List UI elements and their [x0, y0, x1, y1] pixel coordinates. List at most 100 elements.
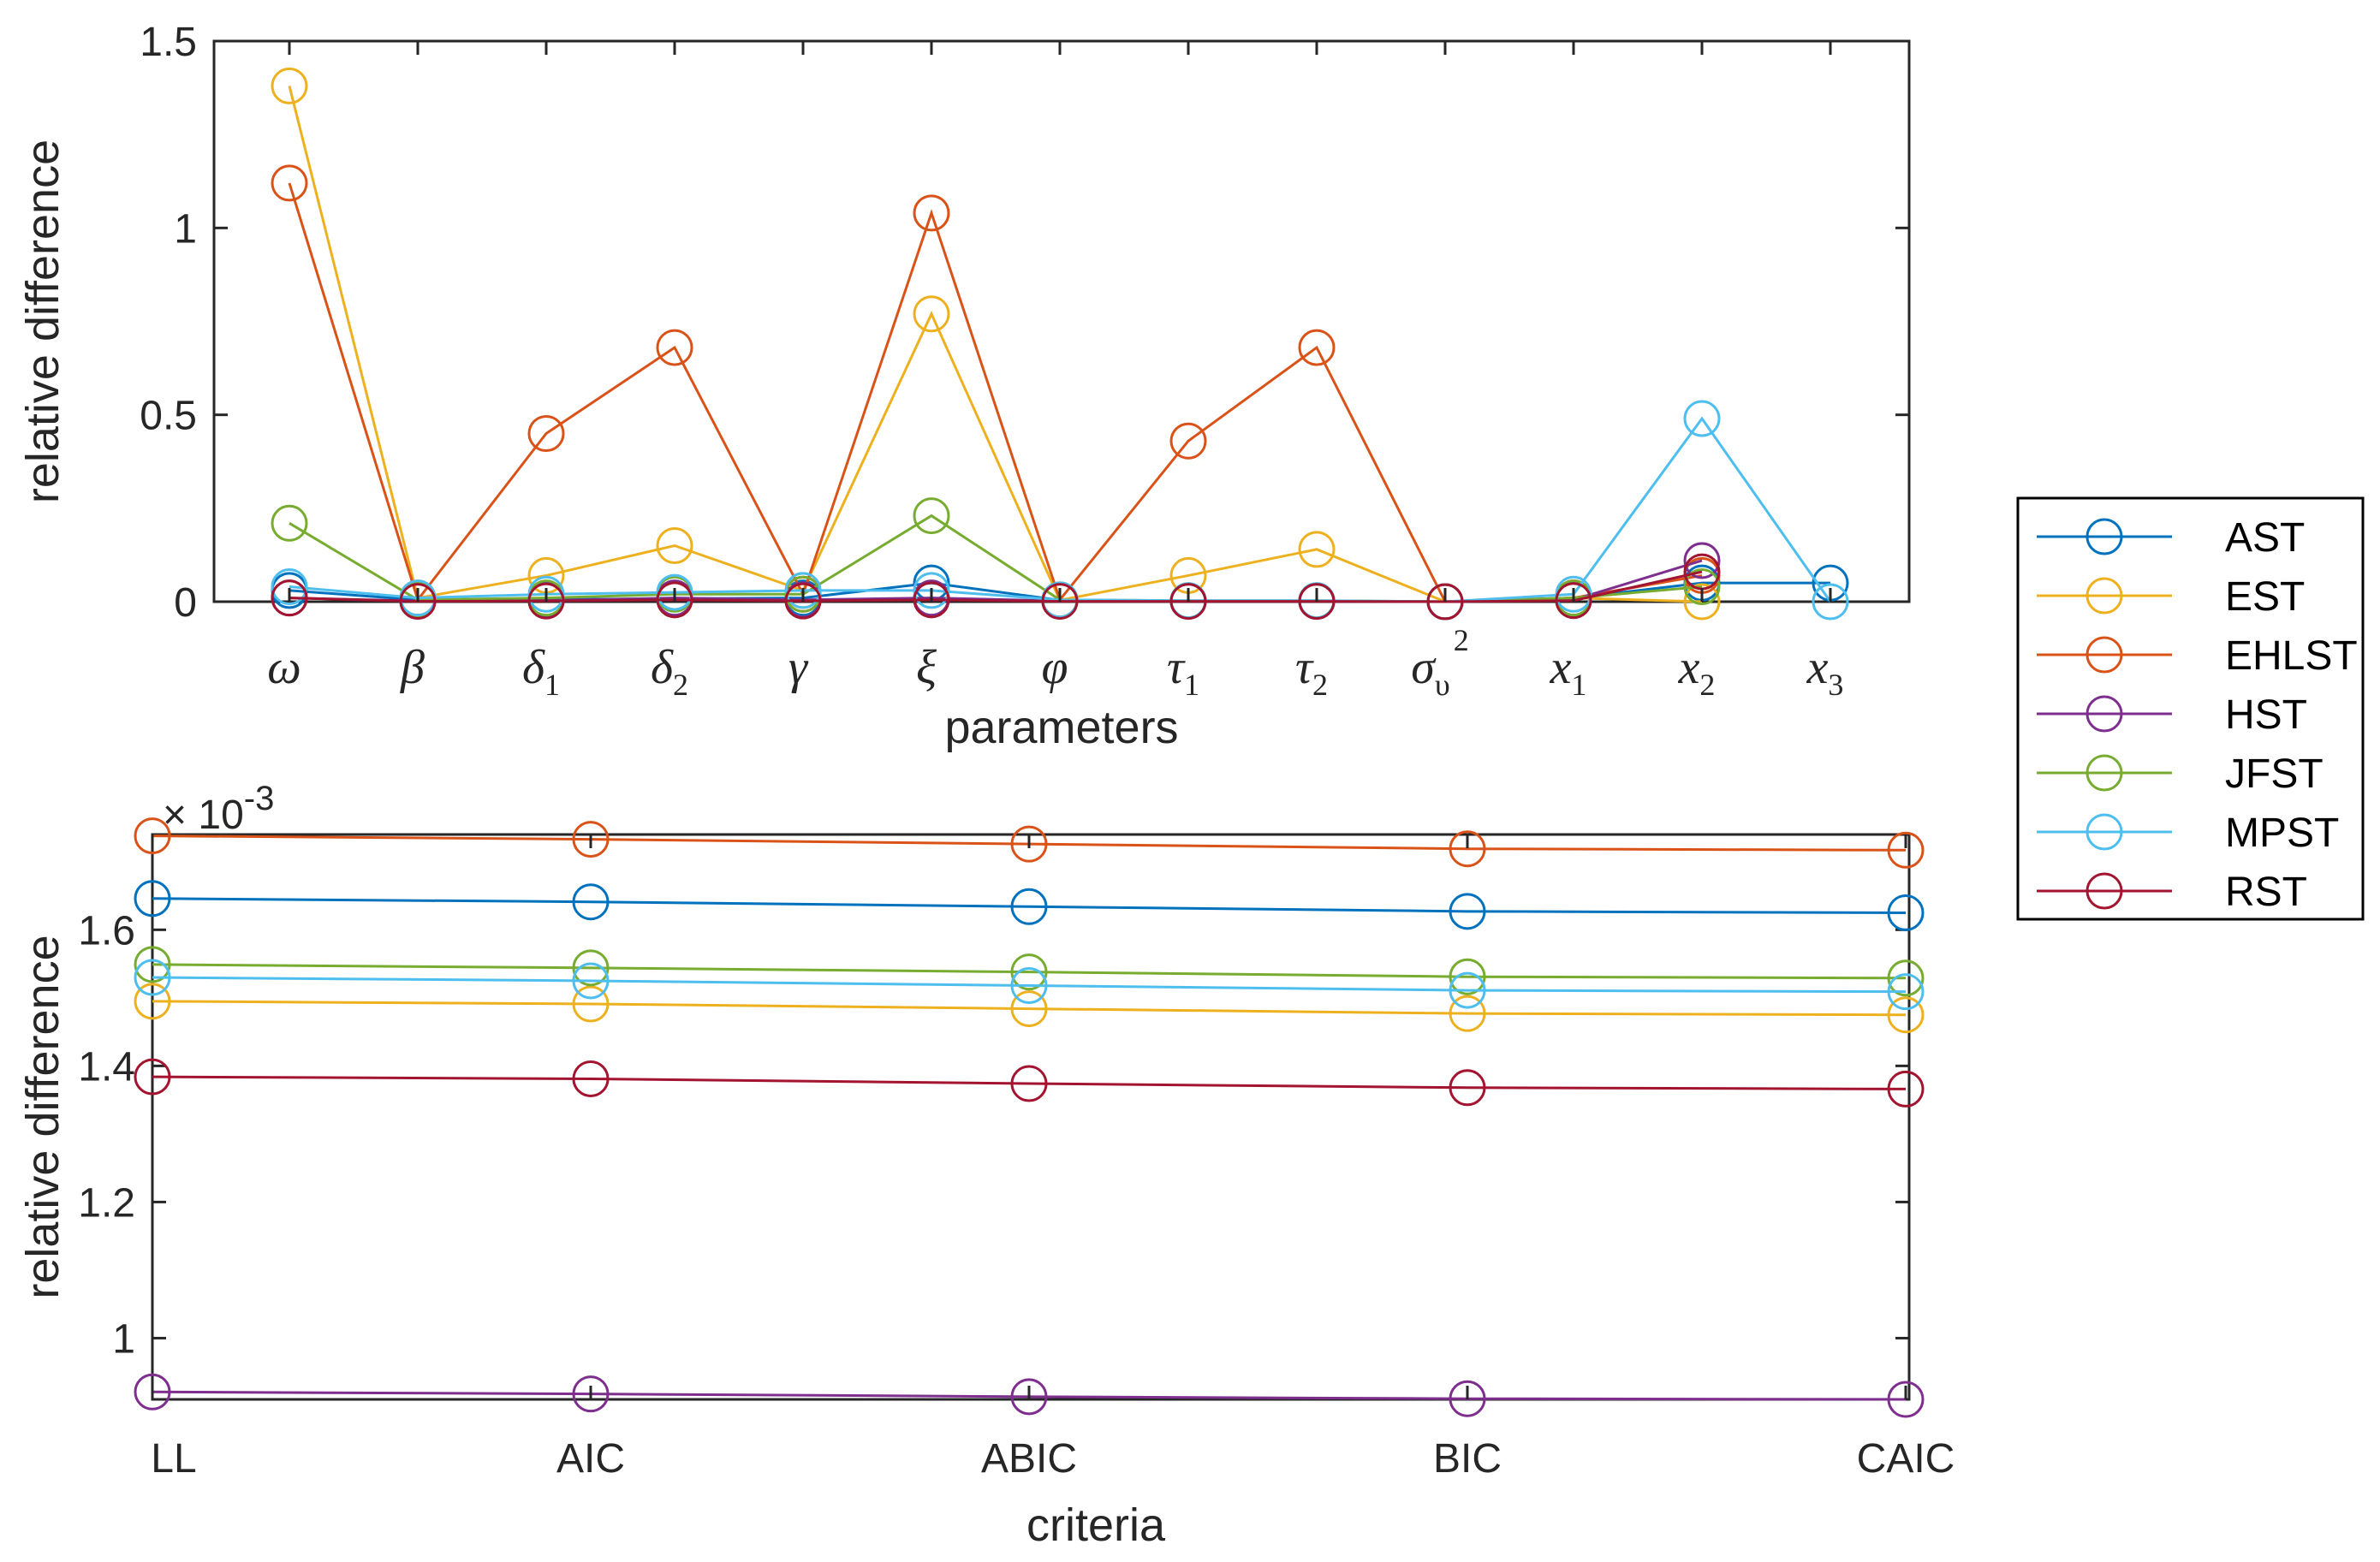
- legend-entry-ast: AST: [2037, 515, 2305, 561]
- series-line-jfst: [289, 514, 1703, 603]
- data-point: [1887, 996, 1925, 1034]
- data-point: [399, 583, 437, 621]
- data-point: [527, 415, 565, 452]
- data-point: [271, 568, 308, 606]
- data-point: [572, 949, 610, 987]
- legend: AST EST EHLST HST JFST MPST RST: [2016, 496, 2365, 921]
- legend-label: AST: [2225, 515, 2305, 561]
- data-point: [572, 1375, 610, 1413]
- legend-entry-est: EST: [2037, 574, 2305, 620]
- data-point: [1010, 888, 1048, 925]
- x-tick-label: φ: [1042, 641, 1068, 694]
- x-tick-label: x2: [1678, 641, 1716, 702]
- data-point: [271, 67, 308, 104]
- data-point: [913, 295, 950, 333]
- legend-label: EST: [2225, 574, 2305, 620]
- legend-entry-hst: HST: [2037, 692, 2307, 738]
- data-point: [134, 1058, 171, 1096]
- y-axis-label: relative difference: [17, 140, 68, 503]
- legend-entry-rst: RST: [2037, 870, 2307, 915]
- legend-entry-mpst: MPST: [2037, 811, 2339, 856]
- x-tick-label: x1: [1550, 641, 1587, 702]
- data-point: [913, 497, 950, 535]
- series-line-est: [152, 1000, 1907, 1017]
- data-point: [1812, 583, 1849, 621]
- series-rst: [271, 553, 1721, 621]
- data-point: [913, 572, 950, 609]
- data-point: [134, 983, 171, 1020]
- series-hst: [271, 542, 1721, 621]
- data-point: [1449, 893, 1486, 930]
- legend-marker: [2085, 518, 2123, 555]
- series-ehlst: [271, 164, 1721, 621]
- x-axis-label: criteria: [1026, 1500, 1166, 1551]
- legend-entry-ehlst: EHLST: [2037, 633, 2358, 679]
- data-point: [1449, 1069, 1486, 1107]
- data-point: [1169, 583, 1207, 621]
- series-line-ast: [152, 897, 1907, 914]
- data-point: [1298, 531, 1336, 568]
- series-line-jfst: [152, 963, 1907, 980]
- plot-box: [212, 39, 1911, 603]
- x-tick-label: ξ: [916, 641, 937, 694]
- y-tick-label: 1.5: [140, 20, 197, 65]
- data-point: [1887, 973, 1925, 1011]
- plot-box: [151, 833, 1911, 1401]
- data-point: [1298, 583, 1336, 621]
- data-point: [1887, 831, 1925, 869]
- y-tick-label: 0.5: [140, 394, 197, 439]
- series-est: [134, 983, 1925, 1034]
- series-line-est: [288, 86, 1703, 603]
- series-line-mpst: [152, 976, 1907, 994]
- series-mpst: [271, 400, 1849, 621]
- y-tick-label: 0: [174, 580, 197, 626]
- data-point: [1298, 329, 1336, 366]
- data-point: [1887, 959, 1925, 997]
- data-point: [913, 581, 950, 619]
- x-tick-label: γ: [788, 641, 809, 694]
- legend-label: EHLST: [2225, 633, 2358, 679]
- legend-marker: [2085, 577, 2123, 615]
- data-point: [1010, 967, 1048, 1005]
- legend-label: JFST: [2225, 751, 2323, 797]
- data-point: [1449, 1380, 1486, 1417]
- series-mpst: [134, 959, 1925, 1011]
- data-point: [1010, 1065, 1048, 1102]
- x-tick-label: β: [400, 641, 425, 694]
- series-line-rst: [289, 570, 1703, 603]
- series-line-rst: [152, 1075, 1907, 1090]
- data-point: [134, 1373, 171, 1411]
- data-point: [134, 880, 171, 918]
- x-tick-label: x3: [1806, 641, 1844, 702]
- data-point: [784, 572, 822, 609]
- legend-box: [2016, 496, 2365, 921]
- x-tick-label: ABIC: [981, 1436, 1077, 1482]
- data-point: [134, 959, 171, 996]
- data-point: [656, 573, 693, 611]
- data-point: [656, 329, 693, 366]
- axis-scale-label: × 10-3: [163, 780, 274, 838]
- data-point: [1449, 971, 1486, 1009]
- series-jfst: [134, 946, 1925, 997]
- y-tick-label: 1.6: [78, 908, 135, 953]
- legend-label: RST: [2225, 870, 2307, 915]
- data-point: [1683, 400, 1721, 437]
- data-point: [1683, 583, 1721, 621]
- series-est: [271, 67, 1721, 621]
- x-tick-label: δ1: [522, 641, 560, 702]
- y-tick-label: 1.4: [78, 1044, 135, 1090]
- series-line-mpst: [289, 416, 1832, 603]
- series-line-ehlst: [288, 182, 1703, 603]
- data-point: [1041, 583, 1079, 621]
- data-point: [572, 985, 610, 1023]
- y-axis-label: relative difference: [17, 935, 68, 1298]
- data-point: [1010, 1378, 1048, 1416]
- data-point: [1010, 953, 1048, 991]
- data-point: [1169, 422, 1207, 460]
- data-point: [527, 582, 565, 620]
- legend-marker: [2085, 636, 2123, 674]
- data-point: [134, 946, 171, 983]
- data-point: [1887, 1381, 1925, 1418]
- data-point: [572, 1060, 610, 1097]
